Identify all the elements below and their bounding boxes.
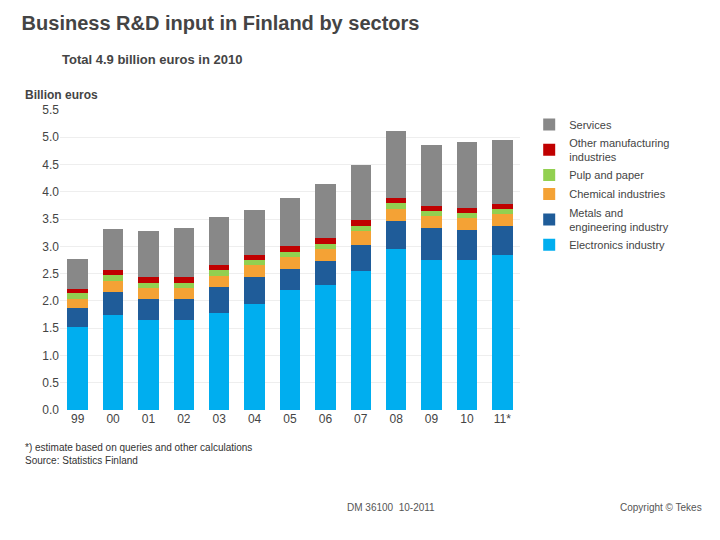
svg-text:Copyright © Tekes: Copyright © Tekes: [620, 502, 702, 513]
svg-text:1.0: 1.0: [42, 349, 59, 363]
svg-text:01: 01: [142, 412, 156, 426]
svg-text:03: 03: [213, 412, 227, 426]
svg-text:11*: 11*: [494, 412, 511, 426]
svg-text:07: 07: [354, 412, 368, 426]
svg-text:Billion euros: Billion euros: [25, 88, 98, 102]
svg-text:3.5: 3.5: [42, 212, 59, 226]
svg-text:2.5: 2.5: [42, 267, 59, 281]
svg-text:3.0: 3.0: [42, 240, 59, 254]
svg-text:Metals andengineering industry: Metals andengineering industry: [569, 207, 669, 233]
svg-text:4.5: 4.5: [42, 158, 59, 172]
svg-text:04: 04: [248, 412, 262, 426]
svg-text:02: 02: [177, 412, 191, 426]
svg-text:5.0: 5.0: [42, 130, 59, 144]
svg-text:2.0: 2.0: [42, 294, 59, 308]
svg-text:Business R&D input in Finland: Business R&D input in Finland by sectors: [22, 12, 420, 34]
svg-text:0.0: 0.0: [42, 403, 59, 417]
svg-text:Chemical industries: Chemical industries: [569, 188, 665, 200]
svg-text:Electronics industry: Electronics industry: [569, 239, 665, 251]
svg-text:05: 05: [283, 412, 297, 426]
svg-text:Pulp and paper: Pulp and paper: [569, 169, 644, 181]
svg-text:10: 10: [460, 412, 474, 426]
svg-text:*) estimate based on queries a: *) estimate based on queries and other c…: [25, 442, 252, 466]
svg-text:08: 08: [389, 412, 403, 426]
svg-text:09: 09: [425, 412, 439, 426]
svg-text:Other manufacturingindustries: Other manufacturingindustries: [569, 137, 669, 163]
svg-text:Total 4.9 billion euros in 201: Total 4.9 billion euros in 2010: [62, 52, 242, 67]
svg-text:DM 36100 10-2011: DM 36100 10-2011: [347, 502, 435, 513]
svg-text:1.5: 1.5: [42, 321, 59, 335]
svg-text:99: 99: [71, 412, 85, 426]
svg-text:4.0: 4.0: [42, 185, 59, 199]
svg-text:5.5: 5.5: [42, 103, 59, 117]
svg-text:00: 00: [106, 412, 120, 426]
svg-text:06: 06: [319, 412, 333, 426]
svg-text:0.5: 0.5: [42, 376, 59, 390]
svg-text:Services: Services: [569, 119, 612, 131]
